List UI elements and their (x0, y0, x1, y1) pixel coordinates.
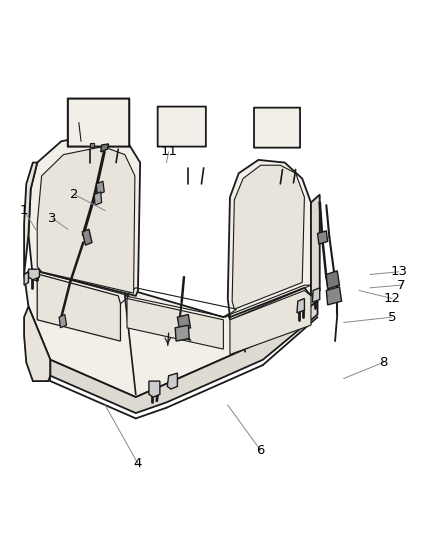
Text: 2: 2 (70, 188, 79, 201)
Polygon shape (326, 287, 342, 305)
Polygon shape (312, 288, 320, 302)
Text: 6: 6 (256, 444, 265, 457)
Polygon shape (28, 133, 140, 296)
Polygon shape (24, 272, 28, 285)
Polygon shape (24, 306, 50, 381)
Polygon shape (175, 325, 189, 341)
Polygon shape (90, 143, 94, 147)
Polygon shape (228, 160, 311, 317)
Polygon shape (59, 314, 67, 328)
Polygon shape (149, 381, 160, 397)
Text: 8: 8 (379, 356, 388, 369)
Polygon shape (37, 274, 120, 341)
Text: 4: 4 (134, 457, 142, 470)
Polygon shape (326, 271, 339, 289)
Polygon shape (177, 314, 191, 330)
Polygon shape (94, 192, 102, 205)
Polygon shape (96, 181, 104, 195)
Polygon shape (127, 298, 223, 349)
Polygon shape (37, 147, 135, 293)
Text: 11: 11 (160, 146, 177, 158)
Polygon shape (297, 298, 304, 313)
Polygon shape (24, 163, 37, 274)
Polygon shape (28, 269, 39, 280)
Polygon shape (167, 373, 177, 389)
Text: 12: 12 (384, 292, 400, 305)
Polygon shape (318, 231, 328, 244)
FancyBboxPatch shape (158, 107, 206, 147)
Text: 1: 1 (20, 204, 28, 217)
Polygon shape (311, 195, 320, 296)
Polygon shape (230, 290, 311, 354)
Text: 13: 13 (390, 265, 407, 278)
Polygon shape (82, 229, 92, 245)
Polygon shape (24, 264, 318, 397)
Text: 3: 3 (48, 212, 57, 225)
Polygon shape (232, 165, 304, 309)
Polygon shape (101, 144, 109, 152)
Text: 7: 7 (396, 279, 405, 292)
FancyBboxPatch shape (68, 99, 129, 147)
FancyBboxPatch shape (254, 108, 300, 148)
Polygon shape (50, 301, 318, 413)
Text: 5: 5 (388, 311, 396, 324)
